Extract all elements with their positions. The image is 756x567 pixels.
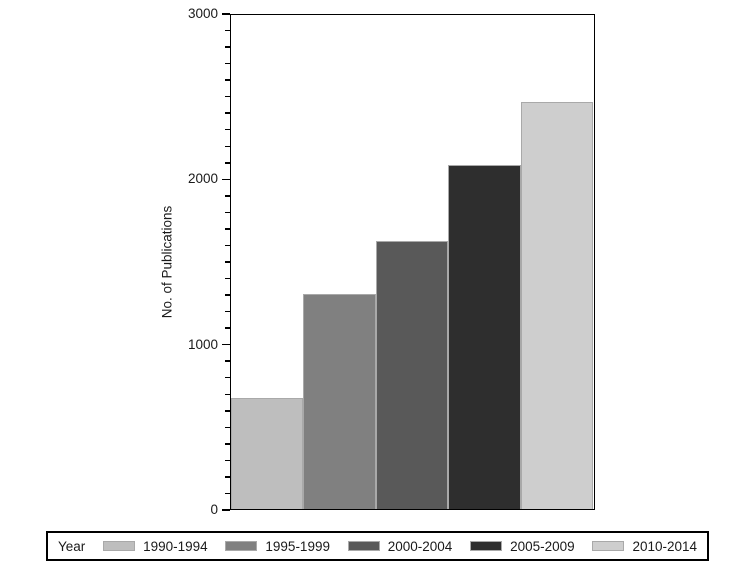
legend-label: 2005-2009: [510, 538, 575, 554]
legend-label: 1990-1994: [143, 538, 208, 554]
y-axis-minor-tick: [225, 360, 230, 362]
y-axis-minor-tick: [225, 95, 230, 98]
legend-swatch-icon: [103, 541, 136, 551]
legend: Year 1990-1994 1995-1999 2000-2004 2005-200…: [46, 531, 709, 561]
legend-label: 2010-2014: [632, 538, 697, 554]
y-axis-minor-tick: [225, 79, 230, 81]
y-axis-title: No. of Publications: [159, 205, 175, 319]
y-axis-minor-tick: [225, 195, 230, 197]
y-axis-minor-tick: [225, 29, 230, 32]
legend-item-2000-2004: 2000-2004: [347, 538, 453, 554]
y-axis-minor-tick: [225, 426, 230, 429]
y-axis-minor-tick: [225, 410, 230, 412]
y-axis-major-tick: [222, 509, 230, 511]
y-axis-minor-tick: [225, 492, 230, 495]
y-axis-minor-tick: [225, 376, 230, 379]
y-axis-minor-tick: [225, 145, 230, 148]
y-axis-major-tick: [222, 343, 230, 346]
y-axis-minor-tick: [225, 327, 230, 329]
legend-item-2005-2009: 2005-2009: [470, 539, 575, 554]
legend-label: 2000-2004: [387, 538, 453, 554]
legend-label: 1995-1999: [265, 538, 330, 554]
y-axis-minor-tick: [225, 443, 230, 445]
y-axis-minor-tick: [225, 211, 230, 214]
y-axis-minor-tick: [225, 294, 230, 296]
y-axis-minor-tick: [225, 310, 230, 313]
y-axis-minor-tick: [225, 277, 230, 280]
y-axis-tick-label: 2000: [187, 171, 218, 187]
y-axis-major-tick: [222, 13, 230, 15]
y-axis-minor-tick: [225, 46, 230, 48]
legend-item-1995-1999: 1995-1999: [225, 539, 330, 554]
y-axis-tick-label: 0: [210, 502, 218, 517]
y-axis-tick-label: 1000: [187, 336, 218, 352]
y-axis-minor-tick: [225, 228, 230, 230]
bar-2010-2014: [520, 102, 593, 509]
legend-swatch-icon: [592, 541, 625, 551]
y-axis-minor-tick: [225, 393, 230, 396]
bar-2000-2004: [375, 241, 449, 509]
y-axis-minor-tick: [225, 128, 230, 131]
bar-1990-1994: [231, 398, 304, 509]
y-axis-minor-tick: [225, 244, 230, 247]
y-axis-tick-label: 3000: [187, 6, 218, 21]
y-axis-major-tick: [222, 178, 230, 181]
legend-item-1990-1994: 1990-1994: [103, 539, 208, 554]
legend-swatch-icon: [225, 541, 258, 551]
legend-item-2010-2014: 2010-2014: [592, 539, 697, 554]
y-axis-minor-tick: [225, 261, 230, 263]
bar-2005-2009: [448, 165, 521, 509]
bar-1995-1999: [303, 294, 376, 509]
legend-swatch-icon: [347, 541, 380, 551]
y-axis-minor-tick: [225, 112, 230, 114]
legend-swatch-icon: [470, 541, 503, 551]
y-axis-minor-tick: [225, 476, 230, 478]
plot-area: [230, 14, 595, 510]
y-axis-minor-tick: [225, 62, 230, 65]
legend-title: Year: [58, 538, 86, 554]
y-axis-minor-tick: [225, 162, 230, 164]
y-axis-minor-tick: [225, 459, 230, 462]
